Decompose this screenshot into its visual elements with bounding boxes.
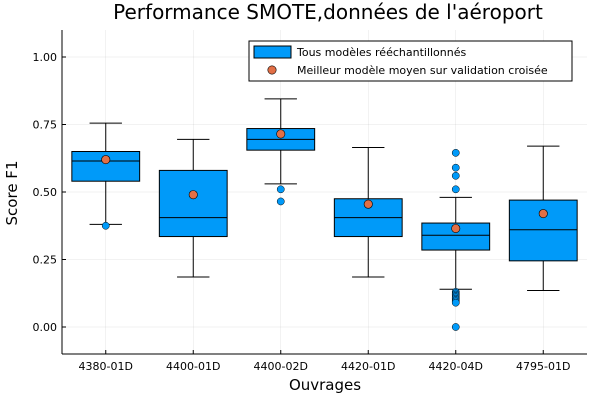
legend-label-box-series: Tous modèles rééchantillonnés xyxy=(296,46,466,59)
box-body xyxy=(158,169,228,238)
best-model-point xyxy=(276,129,286,139)
best-model-point xyxy=(363,199,373,209)
outlier-point xyxy=(451,171,460,180)
x-tick-label: 4380-01D xyxy=(79,360,133,373)
y-tick-label: 0.75 xyxy=(33,119,58,132)
outlier-point xyxy=(276,185,285,194)
x-axis-label: Ouvrages xyxy=(289,376,361,394)
legend: Tous modèles rééchantillonnés Meilleur mo… xyxy=(248,40,573,82)
best-model-point xyxy=(101,155,111,165)
outlier-point xyxy=(276,197,285,206)
outlier-point xyxy=(101,221,110,230)
y-tick-label: 0.25 xyxy=(33,254,58,267)
x-tick-label: 4400-02D xyxy=(254,360,308,373)
outlier-point xyxy=(451,149,460,157)
outlier-point xyxy=(451,163,460,172)
best-model-point xyxy=(538,209,548,219)
legend-box-swatch xyxy=(253,45,292,59)
x-tick-label: 4420-04D xyxy=(429,360,483,373)
x-tick-label: 4400-01D xyxy=(166,360,220,373)
y-tick-label: 1.00 xyxy=(33,51,58,64)
best-model-point xyxy=(451,223,461,233)
chart-title: Performance SMOTE,données de l'aéroport xyxy=(113,0,543,24)
box-body xyxy=(421,222,491,251)
plot-area: 0.00 0.25 0.50 0.75 1.00 4380-01D 4400-01D 4400… xyxy=(33,30,587,373)
outlier-point xyxy=(451,298,460,307)
legend-frame xyxy=(248,40,573,82)
legend-point-swatch xyxy=(267,65,277,75)
legend-label-point-series: Meilleur modèle moyen sur validation cro… xyxy=(297,64,548,77)
outlier-point xyxy=(451,185,460,194)
best-model-point xyxy=(188,190,198,200)
y-tick-label: 0.50 xyxy=(33,186,58,199)
x-tick-label: 4420-01D xyxy=(341,360,395,373)
x-tick-label: 4795-01D xyxy=(516,360,570,373)
y-axis-label: Score F1 xyxy=(3,161,21,226)
outlier-point xyxy=(451,323,460,331)
y-tick-label: 0.00 xyxy=(33,321,58,334)
